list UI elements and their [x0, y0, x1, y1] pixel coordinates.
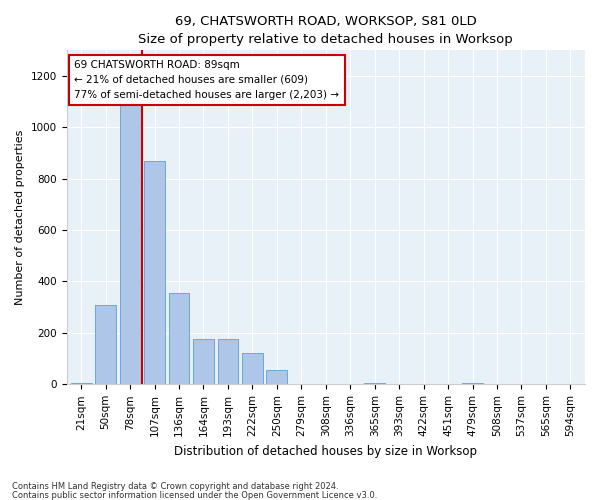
- Bar: [144, 160, 165, 384]
- Bar: [95, 304, 116, 384]
- Text: 69 CHATSWORTH ROAD: 89sqm
← 21% of detached houses are smaller (609)
77% of semi: 69 CHATSWORTH ROAD: 89sqm ← 21% of detac…: [74, 60, 340, 100]
- Title: 69, CHATSWORTH ROAD, WORKSOP, S81 0LD
Size of property relative to detached hous: 69, CHATSWORTH ROAD, WORKSOP, S81 0LD Si…: [139, 15, 513, 46]
- Bar: [462, 383, 483, 384]
- Text: Contains public sector information licensed under the Open Government Licence v3: Contains public sector information licen…: [12, 490, 377, 500]
- Bar: [120, 88, 140, 385]
- Bar: [71, 383, 92, 384]
- Bar: [364, 383, 385, 384]
- Y-axis label: Number of detached properties: Number of detached properties: [15, 130, 25, 305]
- Bar: [266, 370, 287, 384]
- Bar: [242, 354, 263, 384]
- Bar: [218, 340, 238, 384]
- Text: Contains HM Land Registry data © Crown copyright and database right 2024.: Contains HM Land Registry data © Crown c…: [12, 482, 338, 491]
- X-axis label: Distribution of detached houses by size in Worksop: Distribution of detached houses by size …: [174, 444, 477, 458]
- Bar: [169, 293, 190, 384]
- Bar: [193, 340, 214, 384]
